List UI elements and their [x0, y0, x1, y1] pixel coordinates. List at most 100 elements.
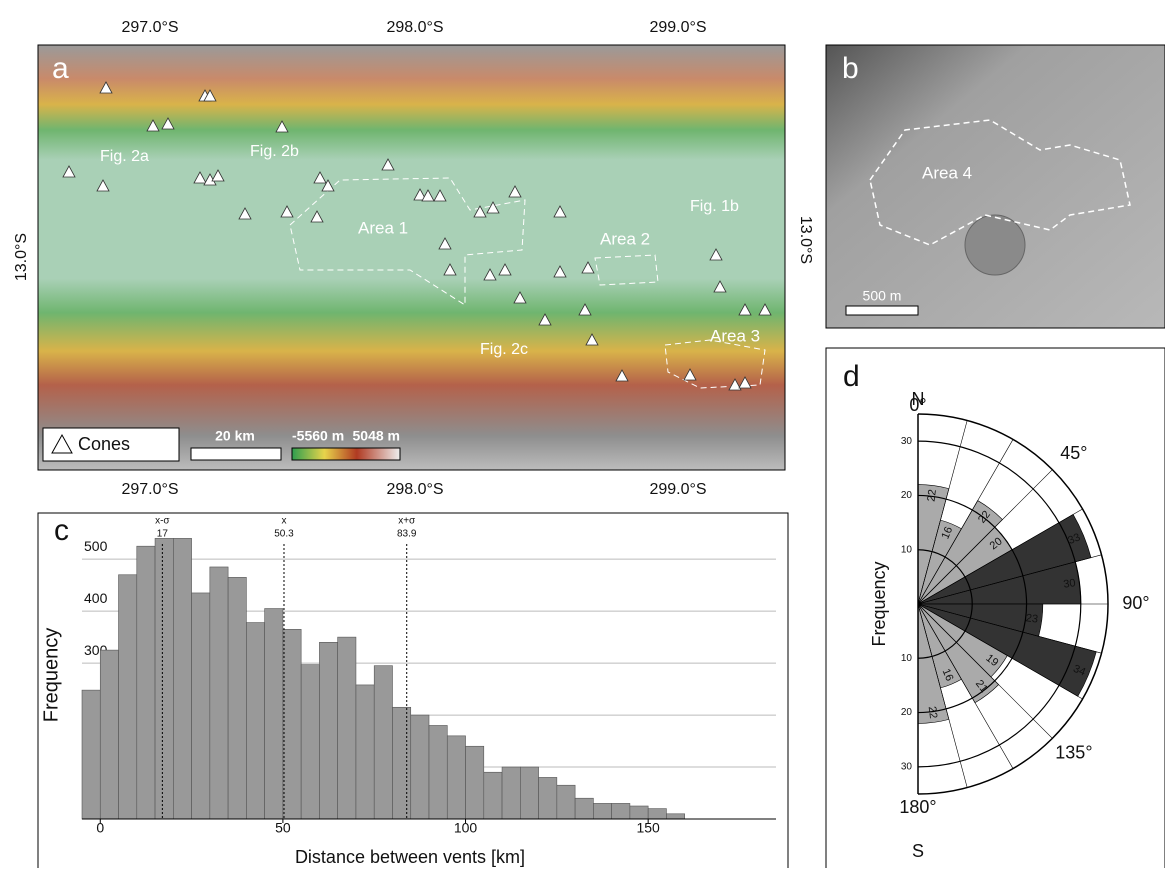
value-label: 20: [988, 535, 1005, 552]
annotation: Fig. 2b: [250, 143, 299, 160]
value-label: 22: [925, 489, 938, 503]
bar: [81, 689, 101, 820]
cone: [313, 171, 327, 184]
scale-label: 500 m: [863, 288, 902, 304]
value-label: 23: [1025, 612, 1039, 625]
bar: [373, 665, 393, 820]
marker-name: x: [281, 516, 286, 527]
lat-tick: 13.0°S: [13, 233, 30, 281]
cone: [738, 376, 752, 389]
bar: [209, 566, 229, 820]
elev-label: 5048 m: [353, 428, 400, 444]
cone: [211, 169, 225, 182]
cone: [585, 333, 599, 346]
elev-label: -5560 m: [292, 428, 344, 444]
r-tick-label: 20: [901, 707, 913, 718]
cone: [62, 165, 76, 178]
cone: [421, 189, 435, 202]
bar: [227, 577, 247, 820]
annotation: Area 4: [922, 163, 972, 182]
value-label: 16: [940, 667, 956, 683]
bar: [501, 766, 521, 820]
cone: [538, 313, 552, 326]
direction-label: 90°: [1122, 593, 1149, 613]
scale-label: 20 km: [215, 428, 255, 444]
x-tick-label: 0: [96, 820, 104, 836]
direction-label: 180°: [899, 797, 936, 817]
value-label: 19: [983, 652, 1000, 669]
ring: [917, 494, 1028, 714]
cone: [146, 119, 160, 132]
color-bar: [291, 447, 401, 461]
x-tick-label: 100: [454, 820, 478, 836]
cone: [581, 261, 595, 274]
bar: [300, 664, 320, 820]
bar: [264, 608, 284, 820]
cone: [709, 248, 723, 261]
value-label: 33: [1066, 531, 1082, 547]
cone: [413, 188, 427, 201]
lon-tick: 298.0°S: [386, 19, 443, 36]
lon-tick: 298.0°S: [386, 481, 443, 498]
cone: [553, 205, 567, 218]
panel-label: d: [843, 360, 860, 393]
map-frame: [37, 44, 786, 471]
cone: [443, 263, 457, 276]
cone: [433, 189, 447, 202]
radial-grid: [917, 554, 1102, 605]
panel-label: a: [52, 52, 69, 85]
annotation: Fig. 2a: [100, 148, 149, 165]
value-label: 34: [1071, 663, 1087, 679]
value-label: 21: [973, 678, 990, 695]
bar: [118, 574, 138, 820]
bar: [99, 649, 119, 820]
cone: [473, 205, 487, 218]
direction-label: 0°: [909, 395, 926, 415]
bar: [483, 771, 503, 820]
bar: [520, 766, 539, 820]
ring: [917, 549, 973, 659]
annotation: Area 2: [600, 229, 650, 248]
lat-tick: 13.0°S: [797, 216, 814, 264]
cone: [513, 291, 527, 304]
annotation: Area 3: [710, 326, 760, 345]
r-tick-label: 30: [901, 436, 913, 447]
x-axis-label: Distance between vents [km]: [295, 847, 525, 867]
value-label: 16: [939, 525, 955, 541]
lon-tick: 299.0°S: [649, 19, 706, 36]
value-label: 22: [926, 706, 939, 720]
direction-label: N: [912, 389, 925, 409]
crater: [964, 214, 1026, 276]
bar: [465, 745, 485, 820]
bar: [647, 808, 667, 820]
bar: [593, 803, 612, 820]
bar: [410, 714, 430, 820]
area-outline: [289, 177, 526, 306]
cone: [615, 369, 629, 382]
radial-grid: [917, 603, 968, 788]
marker-value: 50.3: [274, 529, 294, 540]
radial-grid: [917, 603, 1053, 739]
cone: [483, 268, 497, 281]
cone: [96, 179, 110, 192]
x-tick-label: 150: [636, 820, 660, 836]
marker-value: 17: [157, 529, 169, 540]
bar: [538, 777, 558, 820]
y-axis-label: Frequency: [40, 628, 62, 723]
lon-tick: 297.0°S: [121, 19, 178, 36]
cone: [275, 120, 289, 133]
cone: [728, 378, 742, 391]
cone: [713, 280, 727, 293]
cone: [553, 265, 567, 278]
r-tick-label: 30: [901, 761, 913, 772]
chart-frame: [37, 512, 789, 873]
bar: [337, 636, 357, 820]
lon-tick: 299.0°S: [649, 481, 706, 498]
r-tick-label: 10: [901, 544, 913, 555]
chart-frame: [825, 347, 1165, 873]
direction-label: S: [912, 841, 924, 861]
bar: [392, 706, 412, 820]
bar: [136, 545, 156, 820]
bar: [191, 592, 211, 820]
